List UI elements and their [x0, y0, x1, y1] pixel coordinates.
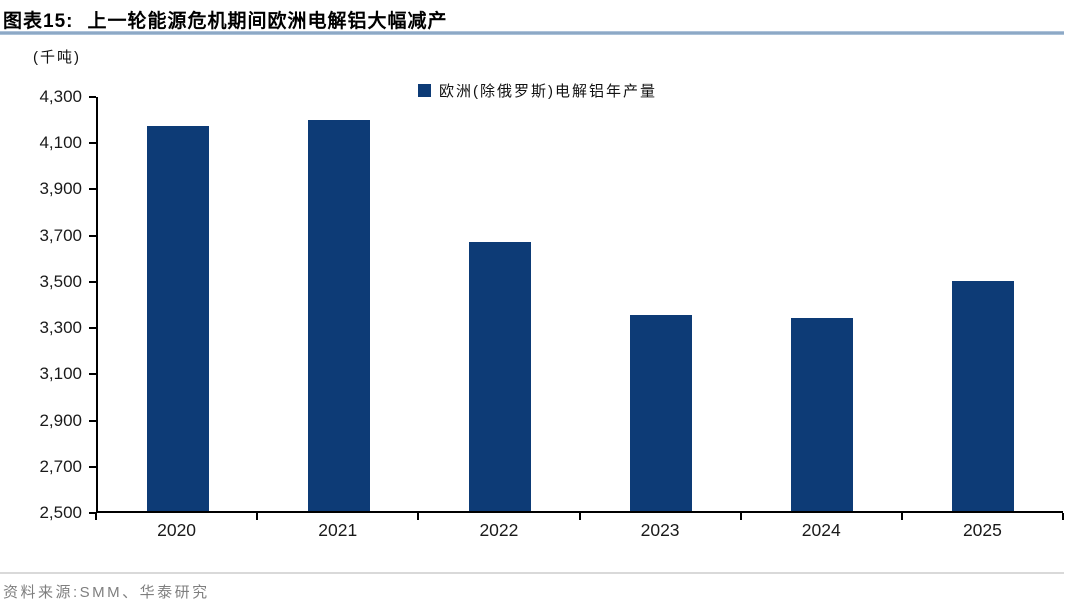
- x-tick-mark: [578, 513, 581, 520]
- y-axis-unit-label: (千吨): [33, 49, 81, 66]
- y-tick-mark: [89, 234, 96, 237]
- y-tick-mark: [89, 512, 96, 514]
- source-note: 资料来源:SMM、华泰研究: [3, 584, 210, 601]
- x-tick-mark: [256, 513, 259, 520]
- bar-2024: [791, 318, 853, 511]
- y-tick-label: 3,700: [39, 225, 82, 245]
- bar-2025: [952, 281, 1014, 511]
- x-tick-mark: [1062, 513, 1064, 520]
- y-tick-label: 3,300: [39, 318, 82, 338]
- y-tick-mark: [89, 96, 96, 98]
- y-tick-mark: [89, 419, 96, 422]
- y-tick-mark: [89, 465, 96, 468]
- bar-2021: [308, 120, 370, 511]
- y-tick-label: 3,900: [39, 179, 82, 199]
- y-tick-mark: [89, 142, 96, 145]
- x-tick-label: 2021: [318, 520, 358, 540]
- y-tick-label: 3,500: [39, 271, 82, 291]
- x-tick-mark: [900, 513, 903, 520]
- figure-number: 图表15:: [3, 11, 74, 32]
- x-tick-mark: [739, 513, 742, 520]
- y-tick-label: 2,900: [39, 410, 82, 430]
- y-tick-label: 3,100: [39, 364, 82, 384]
- bar-2023: [630, 315, 692, 511]
- bar-2020: [147, 126, 209, 511]
- y-tick-mark: [89, 280, 96, 283]
- y-tick-mark: [89, 327, 96, 330]
- x-tick-label: 2025: [962, 520, 1002, 540]
- y-tick-label: 4,300: [39, 87, 82, 106]
- x-tick-label: 2022: [479, 520, 519, 540]
- legend-swatch-icon: [418, 84, 431, 97]
- footer-divider: [0, 572, 1064, 574]
- chart-legend: 欧洲(除俄罗斯)电解铝年产量: [418, 80, 657, 101]
- bar-2022: [469, 242, 531, 511]
- title-divider: [0, 31, 1064, 35]
- figure-title-text: 上一轮能源危机期间欧洲电解铝大幅减产: [87, 11, 448, 32]
- plot-area: [96, 97, 1063, 513]
- x-tick-label: 2020: [157, 520, 197, 540]
- y-tick-mark: [89, 188, 96, 191]
- x-tick-mark: [417, 513, 420, 520]
- figure-title: 图表15: 上一轮能源危机期间欧洲电解铝大幅减产: [3, 6, 447, 33]
- y-tick-label: 2,700: [39, 456, 82, 476]
- y-tick-label: 4,100: [39, 133, 82, 153]
- x-tick-mark: [95, 513, 97, 520]
- x-tick-label: 2024: [801, 520, 841, 540]
- y-tick-mark: [89, 373, 96, 376]
- y-tick-label: 2,500: [39, 503, 82, 522]
- x-tick-label: 2023: [640, 520, 680, 540]
- legend-series-label: 欧洲(除俄罗斯)电解铝年产量: [439, 83, 657, 100]
